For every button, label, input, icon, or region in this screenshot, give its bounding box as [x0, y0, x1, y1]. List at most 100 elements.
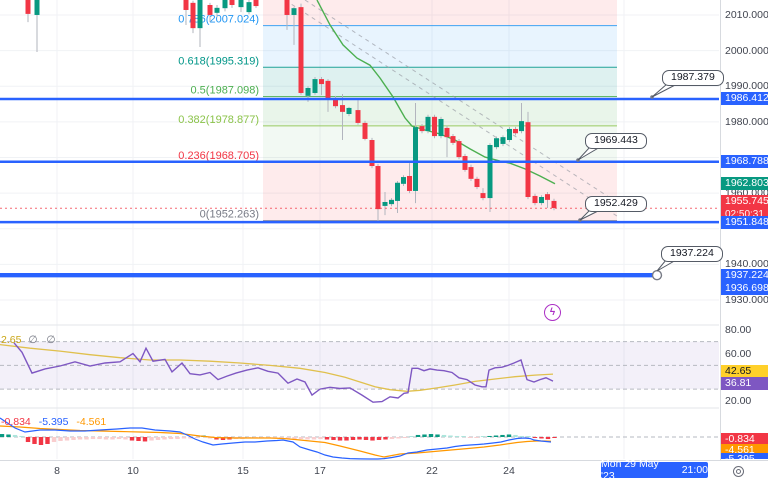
ma-line	[316, 0, 556, 185]
candle-body	[444, 127, 450, 138]
candle-body	[519, 121, 524, 132]
price-axis-badge: 36.81	[721, 376, 768, 390]
price-axis-badge: -0.834	[721, 432, 768, 446]
candle-body	[500, 137, 506, 144]
candle-body	[413, 127, 418, 191]
macd-legend-hist-value: -0.834	[1, 416, 31, 428]
candle-body	[333, 97, 338, 107]
candle-body	[525, 122, 531, 198]
price-callout[interactable]: 1987.379	[662, 70, 724, 86]
candle-body	[253, 0, 259, 7]
price-axis[interactable]: 2010.000 2000.000 1990.000 1980.000 1960.000…	[720, 0, 768, 460]
price-callout[interactable]: 1937.224	[661, 246, 723, 262]
candle-body	[432, 116, 437, 137]
candle-body	[305, 87, 311, 96]
candle-body	[340, 105, 345, 112]
candle-body	[494, 138, 499, 148]
candle-body	[246, 2, 252, 13]
bar-countdown: 02:50:31	[725, 208, 768, 221]
fib-level-label: 0.5(1987.098)	[191, 85, 260, 97]
price-tick-label: 2000.000	[725, 44, 768, 57]
lightning-icon[interactable]: ϟ	[544, 304, 561, 321]
candle-body	[222, 0, 228, 9]
fib-level-label: 0.618(1995.319)	[178, 55, 259, 67]
candle-body	[395, 182, 400, 201]
candle-body	[487, 144, 493, 199]
price-callout[interactable]: 1952.429	[585, 196, 647, 212]
time-badge-date: Mon 29 May '23	[601, 458, 659, 481]
price-axis-badge: 1937.224	[721, 268, 768, 282]
time-badge-time: 21:00	[681, 464, 708, 476]
timezone-settings-icon[interactable]	[733, 466, 744, 477]
horizontal-price-lines[interactable]	[0, 97, 719, 224]
candle-body	[298, 7, 304, 93]
price-tick-label: 1930.000	[725, 293, 768, 306]
price-tick-label: 80.00	[725, 323, 752, 336]
time-tick-label: 17	[314, 465, 326, 477]
candle-body	[375, 166, 381, 210]
candle-body	[480, 193, 486, 199]
price-tick-label: 1940.000	[725, 258, 768, 271]
fib-level-label: 0.382(1978.877)	[178, 114, 259, 126]
candle-body	[312, 79, 318, 93]
candle-body	[474, 178, 480, 188]
candle-body	[214, 7, 220, 13]
time-axis[interactable]: Mon 29 May '23 21:00 8 10 15 17 22 24	[0, 458, 768, 481]
price-tick-label: 2010.000	[725, 8, 768, 21]
candle-body	[468, 167, 474, 179]
trendlines[interactable]	[284, 0, 623, 219]
candle-body	[425, 116, 431, 132]
candle-body	[197, 0, 203, 29]
candle-body	[539, 197, 544, 204]
candle-body	[190, 2, 196, 29]
candle-body	[325, 80, 331, 98]
time-tick-label: 22	[426, 465, 438, 477]
price-axis-badge: 1968.788	[721, 155, 768, 169]
line-drag-handle[interactable]	[651, 270, 663, 281]
candle-body	[34, 0, 40, 15]
price-tick-label: 60.00	[725, 347, 752, 360]
price-axis-badge: 1936.698	[721, 281, 768, 295]
candle-body	[532, 195, 538, 204]
macd-pane	[0, 417, 719, 460]
candle-body	[355, 110, 361, 123]
candles	[25, 0, 557, 224]
rsi-legend-value: 2.65	[1, 334, 22, 346]
alert-line[interactable]	[0, 270, 663, 281]
candle-body	[513, 128, 518, 134]
time-tick-label: 8	[54, 465, 60, 477]
price-axis-badge: 1986.412	[721, 92, 768, 106]
price-callout[interactable]: 1969.443	[585, 133, 647, 149]
candle-body	[369, 140, 375, 167]
chart-canvas[interactable]: 0.786(2007.024) 0.618(1995.319) 0.5(1987.0…	[0, 0, 720, 460]
candle-body	[401, 177, 406, 184]
rsi-pane	[0, 341, 719, 403]
candle-body	[545, 194, 550, 200]
candle-body	[450, 136, 456, 143]
time-tick-label: 15	[237, 465, 249, 477]
candle-body	[25, 0, 31, 14]
macd-legend-slow-value: -4.561	[76, 416, 107, 428]
fib-level-label: 0.236(1968.705)	[178, 150, 259, 162]
candle-body	[389, 199, 394, 205]
macd-slow-line	[0, 425, 552, 458]
price-tick-label: 1990.000	[725, 80, 768, 93]
time-crosshair-badge: Mon 29 May '23 21:00	[601, 458, 708, 481]
price-tick-label: 20.00	[725, 395, 752, 407]
fib-level-label: 0.786(2007.024)	[178, 14, 259, 26]
candle-body	[229, 0, 235, 5]
candle-body	[291, 8, 297, 15]
price-axis-badge: 1962.803	[721, 176, 768, 190]
rsi-line	[13, 342, 554, 403]
candle-body	[284, 0, 290, 15]
candle-body	[507, 128, 512, 141]
candle-body	[207, 4, 213, 15]
candle-body	[362, 122, 368, 139]
fib-level-label: 0(1952.263)	[200, 209, 259, 221]
price-tick-label: 1980.000	[725, 115, 768, 128]
candle-body	[456, 141, 462, 158]
price-axis-badge: 1951.848	[721, 215, 768, 229]
macd-legend-fast-value: -5.395	[38, 416, 69, 428]
candle-body	[238, 0, 244, 8]
